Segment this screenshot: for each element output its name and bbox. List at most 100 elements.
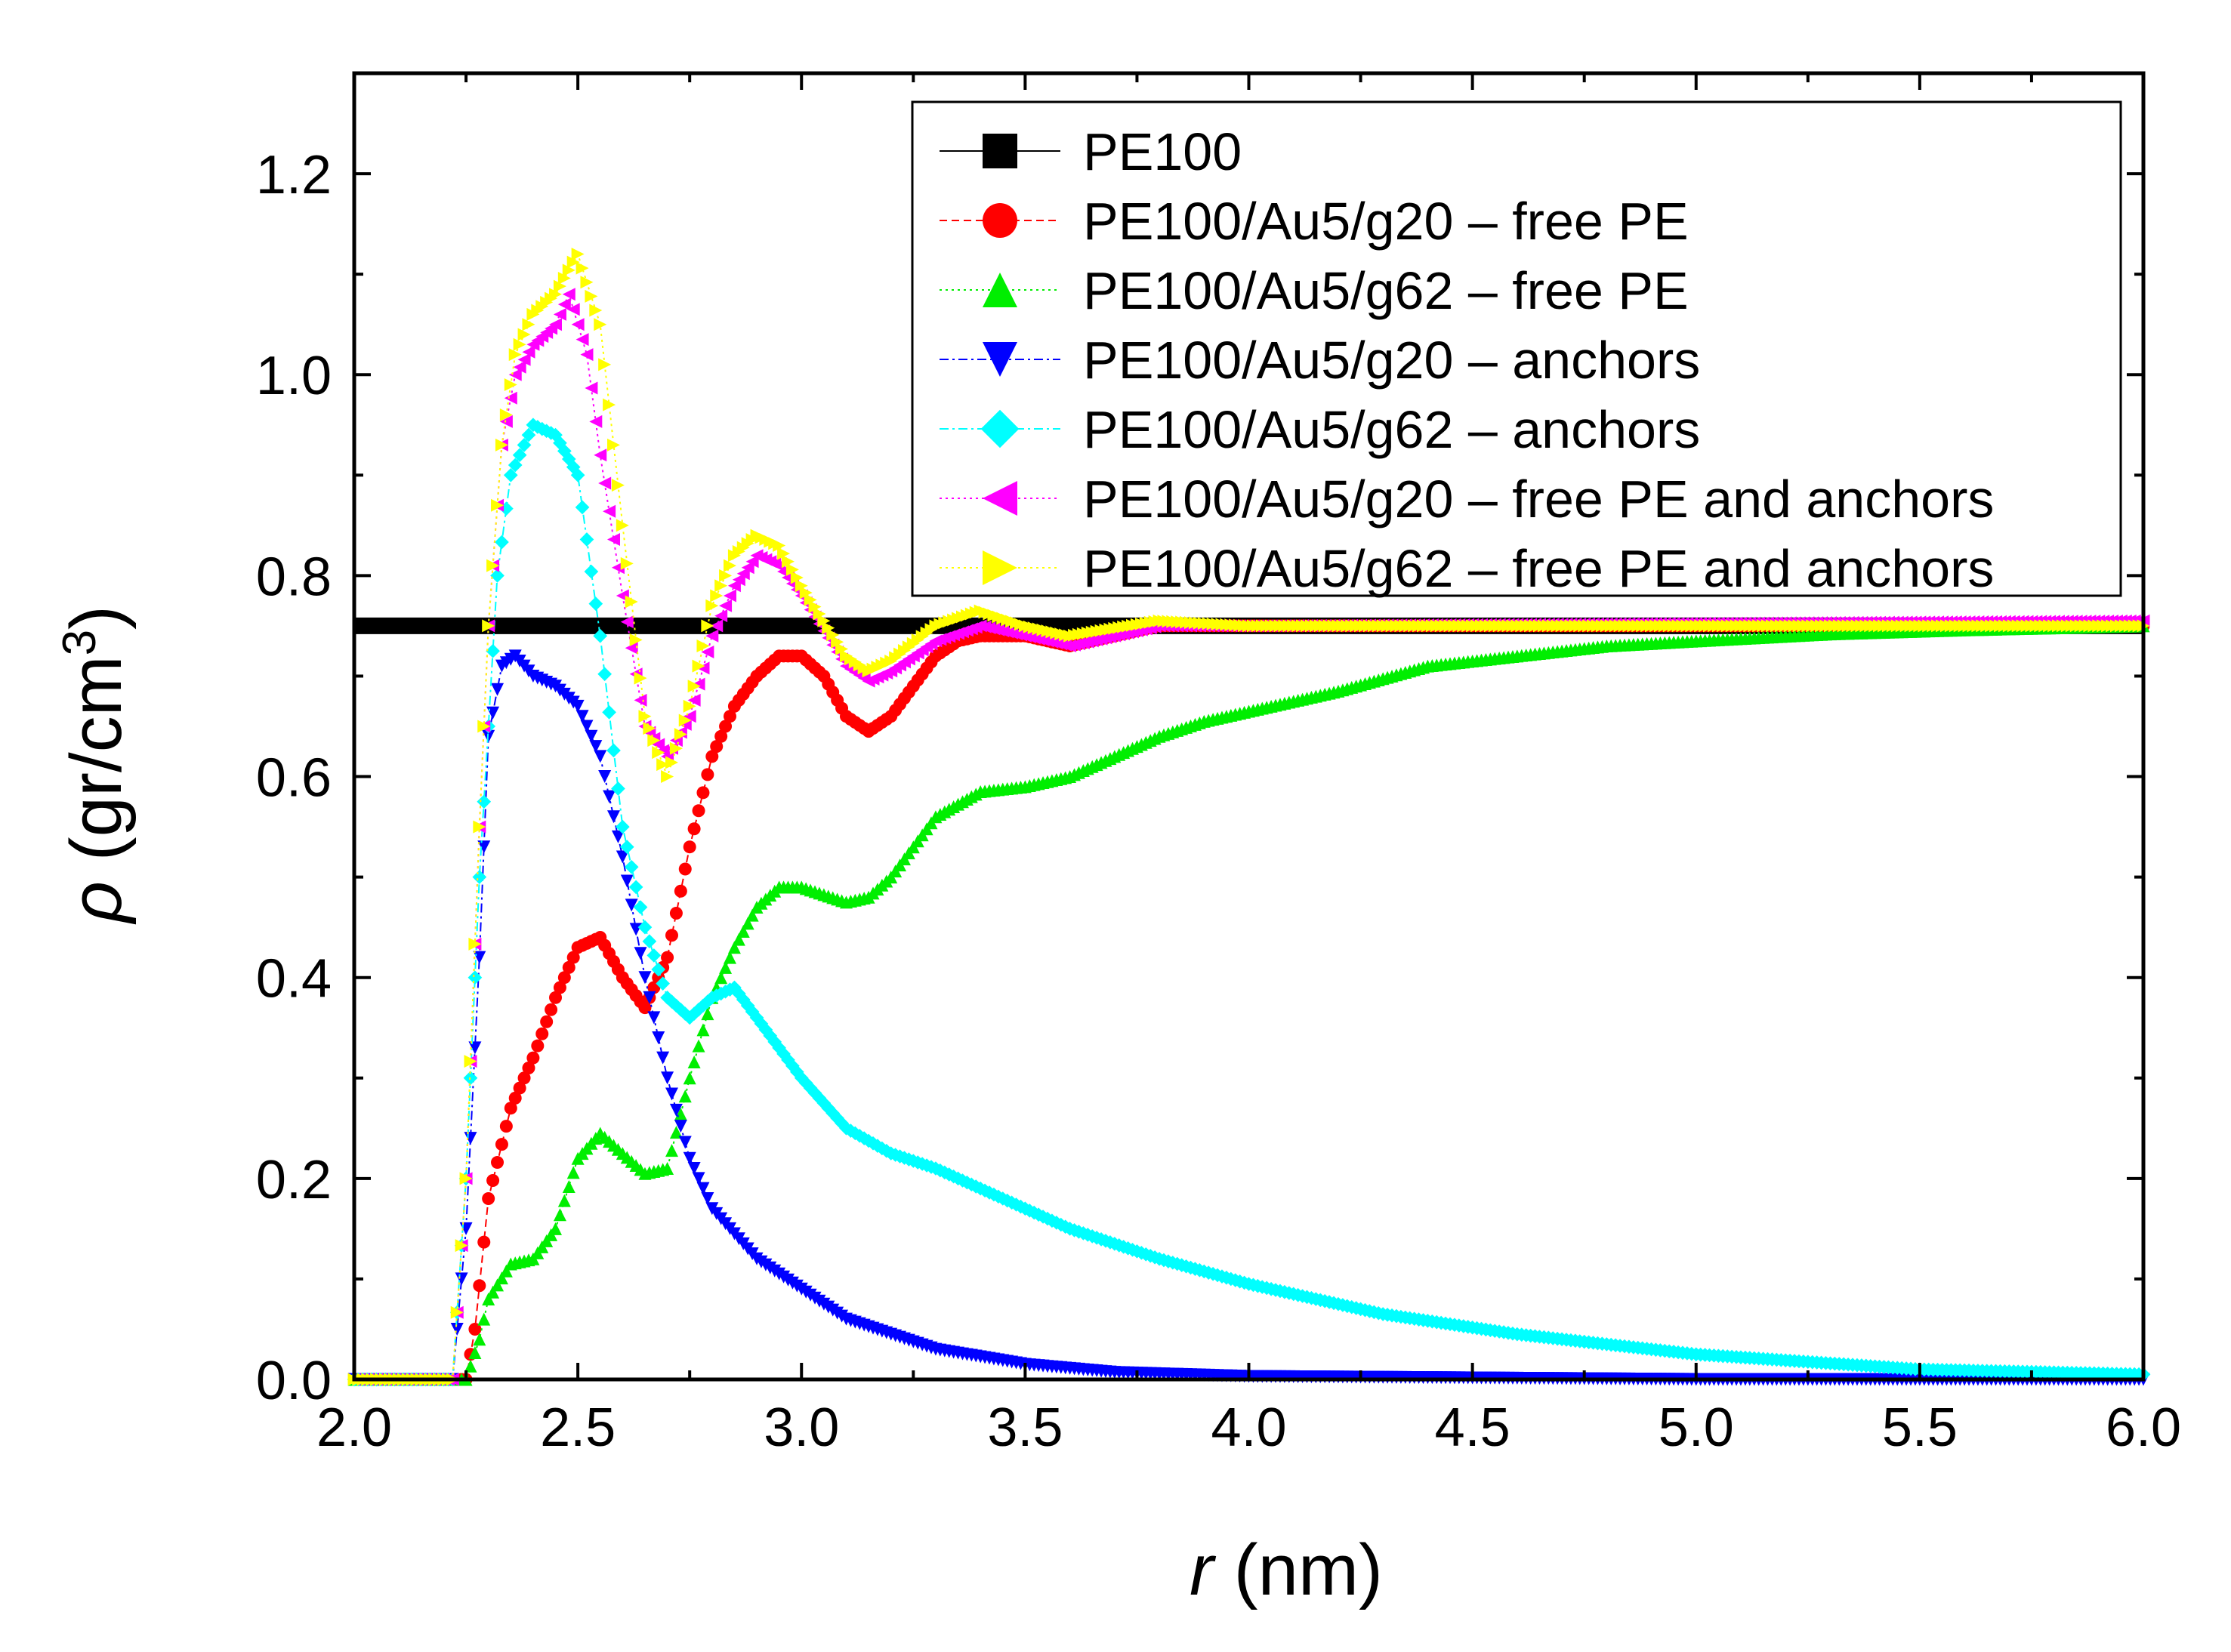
legend-entry: PE100/Au5/g20 – free PE <box>940 192 1689 251</box>
data-point <box>714 609 728 623</box>
data-point <box>701 768 714 781</box>
data-point <box>661 1162 674 1176</box>
data-point <box>593 628 608 643</box>
data-point <box>669 1103 683 1117</box>
data-point <box>557 271 571 285</box>
y-axis-title: ρ (gr/cm3) <box>54 606 137 925</box>
data-point <box>513 1081 526 1095</box>
legend-entry: PE100 <box>940 122 1242 181</box>
x-tick-label: 3.0 <box>764 1398 839 1458</box>
data-point <box>701 619 714 633</box>
data-point <box>723 951 736 964</box>
data-point <box>661 951 674 964</box>
legend-marker <box>983 550 1017 585</box>
data-point <box>758 1022 773 1037</box>
data-point <box>687 680 701 693</box>
data-point <box>482 1191 495 1205</box>
data-point <box>701 646 714 659</box>
data-point <box>656 744 670 757</box>
data-point <box>603 790 616 803</box>
data-point <box>562 264 575 277</box>
data-point <box>468 1346 482 1360</box>
data-point <box>803 1080 818 1096</box>
data-point <box>678 1090 692 1103</box>
data-point <box>781 555 795 569</box>
legend-marker <box>983 134 1017 168</box>
data-point <box>513 360 526 374</box>
data-point <box>562 288 575 301</box>
data-point <box>745 555 759 569</box>
data-point <box>696 640 710 653</box>
data-point <box>540 1015 554 1028</box>
data-point <box>575 710 589 723</box>
data-point <box>683 1071 696 1085</box>
data-point <box>557 297 571 311</box>
x-tick-label: 4.0 <box>1211 1398 1286 1458</box>
data-point <box>455 1239 468 1253</box>
data-point <box>594 448 607 462</box>
data-point <box>835 643 849 656</box>
x-axis-unit: (nm) <box>1214 1530 1383 1610</box>
data-point <box>736 567 750 581</box>
data-point <box>799 586 813 599</box>
data-point <box>491 1278 505 1292</box>
data-point <box>727 579 741 593</box>
y-tick-label: 1.0 <box>256 346 332 406</box>
data-point <box>473 1333 486 1346</box>
legend-label: PE100/Au5/g62 – anchors <box>1083 400 1700 459</box>
legend-label: PE100/Au5/g20 – anchors <box>1083 331 1700 390</box>
x-tick-label: 2.0 <box>316 1398 392 1458</box>
data-point <box>625 641 638 655</box>
data-point <box>687 693 701 707</box>
data-point <box>562 960 575 974</box>
data-point <box>549 288 563 301</box>
data-point <box>603 398 616 411</box>
data-point <box>678 862 692 876</box>
data-point <box>545 1003 558 1016</box>
data-point <box>669 741 683 755</box>
data-point <box>710 619 724 633</box>
data-point <box>594 318 607 331</box>
data-point <box>566 951 580 964</box>
data-point <box>822 621 835 635</box>
data-point <box>652 746 665 760</box>
data-point <box>495 1271 508 1285</box>
data-point <box>633 900 648 914</box>
data-point <box>491 498 505 512</box>
data-point <box>450 1305 464 1319</box>
legend-label: PE100/Au5/g20 – free PE and anchors <box>1083 470 1994 529</box>
y-tick-label: 1.2 <box>256 145 332 205</box>
data-point <box>553 1208 566 1222</box>
legend-entry: PE100/Au5/g62 – free PE <box>940 261 1689 320</box>
data-point <box>634 693 647 707</box>
data-point <box>692 804 705 818</box>
data-point <box>575 500 590 515</box>
data-point <box>611 479 625 492</box>
data-point <box>594 750 607 763</box>
data-point <box>804 593 817 606</box>
y-tick-label: 0.6 <box>256 748 332 809</box>
y-axis-unit-close: ) <box>56 606 137 630</box>
data-point <box>468 1322 482 1336</box>
data-point <box>477 720 491 733</box>
data-point <box>656 758 670 772</box>
data-point <box>696 998 711 1013</box>
data-point <box>491 683 505 696</box>
data-point <box>634 671 647 685</box>
data-point <box>634 947 647 960</box>
x-tick-label: 6.0 <box>2106 1398 2181 1458</box>
data-point <box>638 971 652 985</box>
data-point <box>683 1151 696 1165</box>
y-axis-unit-exponent: 3 <box>54 630 106 655</box>
data-point <box>579 532 594 547</box>
data-point <box>602 705 616 720</box>
y-tick-label: 0.0 <box>256 1351 332 1411</box>
data-point <box>611 830 625 843</box>
data-point <box>464 1359 477 1373</box>
data-point <box>619 840 634 855</box>
data-point <box>624 859 639 874</box>
data-point <box>625 898 638 912</box>
data-point <box>727 980 742 995</box>
series-7 <box>347 248 2150 1386</box>
data-point <box>723 589 736 603</box>
